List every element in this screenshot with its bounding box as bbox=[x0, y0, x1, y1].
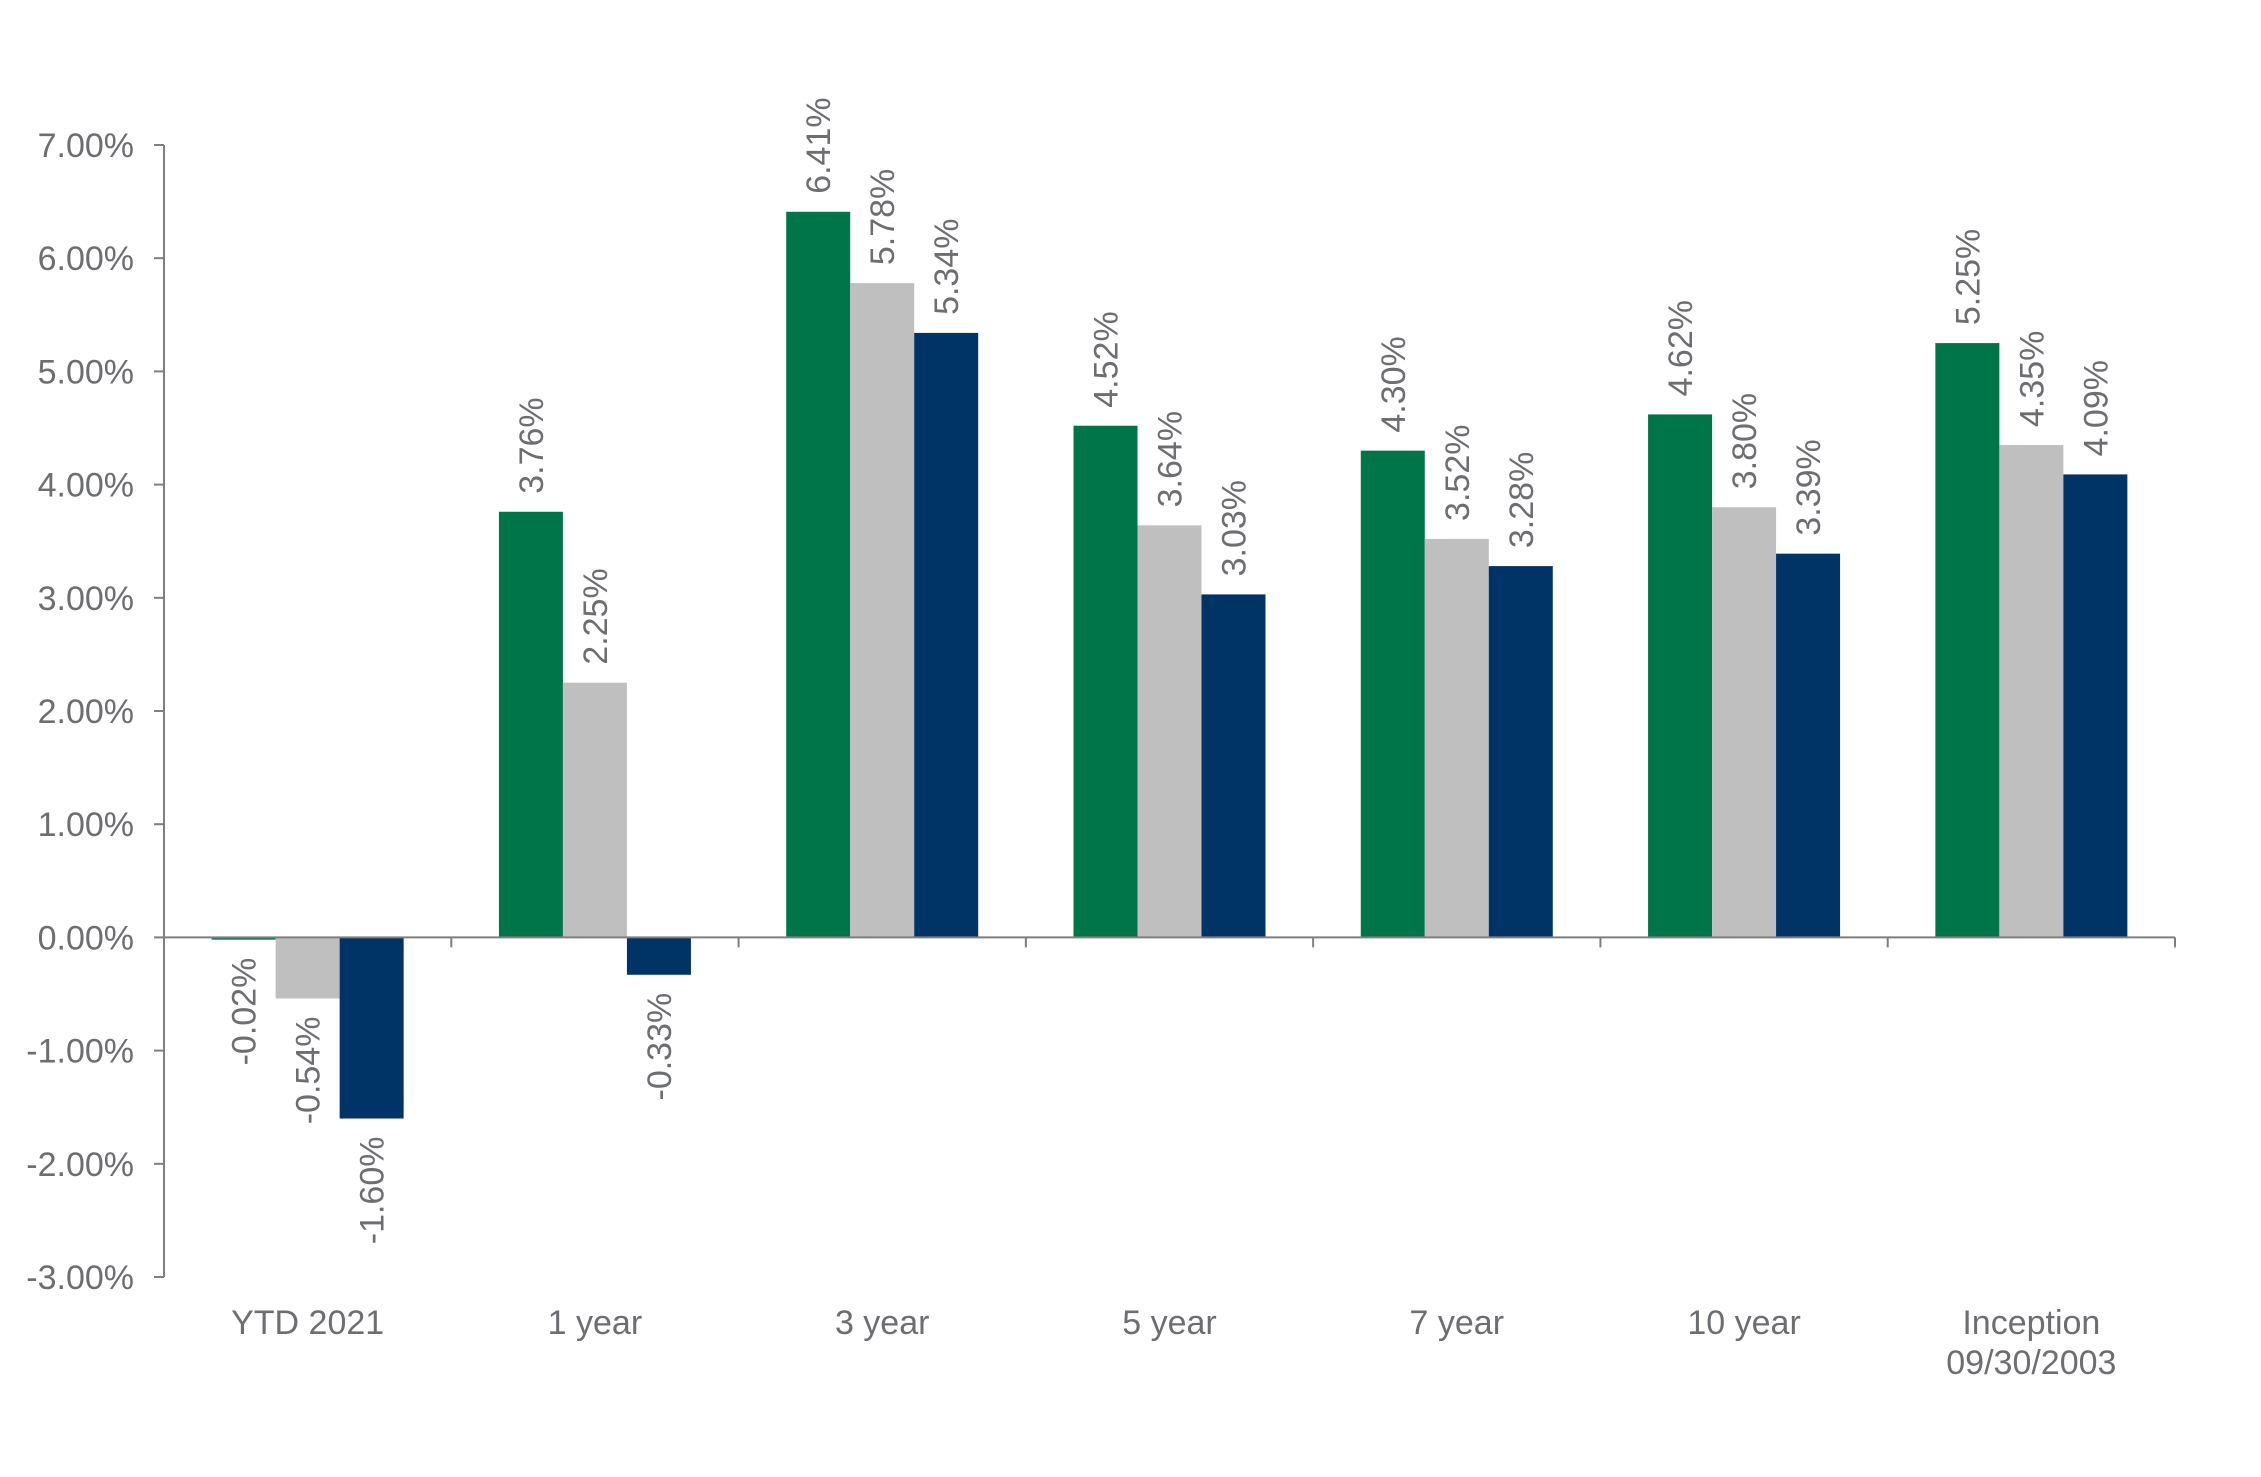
bar-3 bbox=[1776, 553, 1841, 938]
y-tick-label: 2.00% bbox=[38, 693, 134, 731]
data-label: 2.25% bbox=[577, 568, 615, 664]
data-label: 3.80% bbox=[1726, 393, 1764, 489]
y-tick-label: 0.00% bbox=[38, 919, 134, 957]
data-label: -1.60% bbox=[354, 1137, 392, 1245]
y-tick-label: -2.00% bbox=[26, 1146, 134, 1184]
data-label: 4.09% bbox=[2077, 360, 2115, 456]
data-label: 5.78% bbox=[864, 169, 902, 265]
data-label: 3.39% bbox=[1790, 439, 1828, 535]
data-label: 4.62% bbox=[1662, 300, 1700, 396]
bar-1 bbox=[1360, 450, 1425, 938]
y-tick-label: -3.00% bbox=[26, 1259, 134, 1297]
x-category-label: 10 year bbox=[1687, 1304, 1800, 1342]
data-label: 4.30% bbox=[1375, 336, 1413, 432]
x-category-label: 09/30/2003 bbox=[1946, 1344, 2116, 1382]
bar-1 bbox=[498, 511, 563, 938]
y-tick-label: 7.00% bbox=[38, 127, 134, 165]
x-category-label: 1 year bbox=[548, 1304, 643, 1342]
data-labels: -0.02% -0.54% -1.60% 3.76% 2.25% -0.33% 6.41% 5… bbox=[226, 97, 2116, 1244]
bar-3 bbox=[914, 332, 979, 938]
bar-2 bbox=[562, 682, 627, 938]
y-tick-label: 6.00% bbox=[38, 240, 134, 278]
data-label: 4.35% bbox=[2013, 331, 2051, 427]
data-label: 3.28% bbox=[1503, 452, 1541, 548]
bar-2 bbox=[1999, 444, 2064, 938]
x-category-label: Inception bbox=[1962, 1304, 2100, 1342]
x-category-label: YTD 2021 bbox=[231, 1304, 384, 1342]
x-category-label: 7 year bbox=[1410, 1304, 1505, 1342]
bar-3 bbox=[626, 937, 691, 975]
data-label: -0.54% bbox=[290, 1017, 328, 1125]
y-tick-label: 3.00% bbox=[38, 580, 134, 618]
y-tick-label: 5.00% bbox=[38, 353, 134, 391]
bar-3 bbox=[339, 937, 404, 1119]
bar-3 bbox=[1201, 594, 1266, 938]
bar-2 bbox=[1712, 507, 1777, 938]
bar-1 bbox=[786, 211, 851, 938]
bar-1 bbox=[211, 937, 276, 940]
bar-2 bbox=[1424, 538, 1489, 938]
bar-3 bbox=[1488, 566, 1553, 938]
x-category-label: 3 year bbox=[835, 1304, 930, 1342]
y-tick-label: 4.00% bbox=[38, 467, 134, 505]
y-axis: 7.00% 6.00% 5.00% 4.00% 3.00% 2.00% 1.00% 0.00%… bbox=[26, 127, 165, 1297]
y-tick-label: 1.00% bbox=[38, 806, 134, 844]
data-label: 3.64% bbox=[1152, 411, 1190, 507]
bar-1 bbox=[1648, 414, 1713, 938]
data-label: -0.02% bbox=[226, 958, 264, 1066]
data-label: 4.52% bbox=[1088, 311, 1126, 407]
bar-2 bbox=[275, 937, 340, 999]
bar-2 bbox=[850, 283, 915, 938]
data-label: 5.25% bbox=[1949, 229, 1987, 325]
data-label: 3.76% bbox=[513, 397, 551, 493]
data-label: 3.52% bbox=[1439, 425, 1477, 521]
data-label: 6.41% bbox=[800, 97, 838, 193]
bar-3 bbox=[2063, 474, 2128, 938]
data-label: 5.34% bbox=[928, 219, 966, 315]
bar-1 bbox=[1073, 425, 1138, 938]
x-category-label: 5 year bbox=[1122, 1304, 1217, 1342]
x-axis: YTD 2021 1 year 3 year 5 year 7 year 10 year I… bbox=[164, 936, 2176, 1382]
bar-2 bbox=[1137, 525, 1202, 938]
data-label: -0.33% bbox=[641, 993, 679, 1101]
y-tick-label: -1.00% bbox=[26, 1033, 134, 1071]
bar-1 bbox=[1935, 343, 2000, 938]
data-label: 3.03% bbox=[1216, 480, 1254, 576]
bars bbox=[211, 211, 2128, 1119]
